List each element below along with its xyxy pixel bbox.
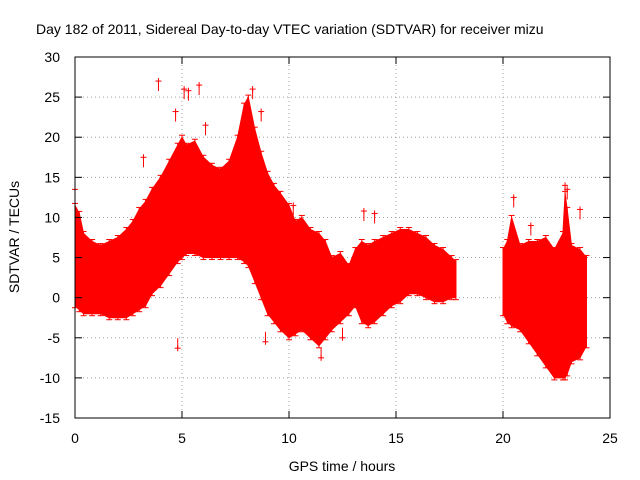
x-tick-labels: 0 5 10 15 20 25: [71, 430, 618, 446]
y-tick-label: -15: [40, 410, 60, 426]
outlier-point: [140, 154, 147, 168]
outlier-point: [202, 122, 209, 136]
outlier-point: [510, 194, 517, 208]
y-tick-label: 5: [52, 250, 60, 266]
plot-frame: [74, 56, 611, 419]
x-tick-label: 0: [71, 430, 79, 446]
y-tick-label: -10: [40, 370, 60, 386]
outlier-point: [181, 86, 188, 100]
x-axis-title: GPS time / hours: [289, 458, 396, 474]
y-tick-label: 15: [44, 169, 60, 185]
outlier-point: [249, 86, 256, 100]
outlier-point: [318, 347, 325, 361]
outlier-point: [196, 82, 203, 96]
y-tick-label: 30: [44, 49, 60, 65]
outlier-point: [155, 78, 162, 92]
outlier-point: [262, 331, 269, 345]
data-band: [502, 193, 587, 379]
outlier-point: [179, 142, 185, 156]
outlier-point: [185, 87, 192, 101]
outlier-layer: [72, 78, 584, 361]
data-layer: [72, 94, 590, 381]
outlier-point: [290, 202, 297, 216]
outlier-point: [527, 222, 534, 236]
outlier-point: [258, 108, 265, 122]
x-tick-label: 5: [178, 430, 186, 446]
y-tick-label: -5: [48, 330, 61, 346]
x-tick-label: 10: [281, 430, 297, 446]
axis-ticks: [74, 56, 611, 419]
x-tick-label: 25: [602, 430, 618, 446]
chart-title: Day 182 of 2011, Sidereal Day-to-day VTE…: [36, 21, 544, 37]
y-tick-label: 10: [44, 209, 60, 225]
outlier-point: [172, 108, 179, 122]
outlier-point: [360, 208, 367, 222]
y-tick-label: 0: [52, 290, 60, 306]
y-tick-label: 25: [44, 89, 60, 105]
outlier-point: [577, 206, 584, 220]
y-axis-title: SDTVAR / TECUs: [6, 181, 22, 293]
outlier-point: [339, 327, 346, 341]
outlier-point: [562, 182, 569, 196]
outlier-point: [371, 210, 378, 224]
x-tick-label: 20: [495, 430, 511, 446]
outlier-point: [174, 338, 181, 352]
y-tick-labels: -15 -10 -5 0 5 10 15 20 25 30: [40, 49, 60, 426]
y-tick-label: 20: [44, 129, 60, 145]
outlier-point: [564, 186, 571, 200]
data-band: [74, 95, 457, 347]
x-tick-label: 15: [388, 430, 404, 446]
